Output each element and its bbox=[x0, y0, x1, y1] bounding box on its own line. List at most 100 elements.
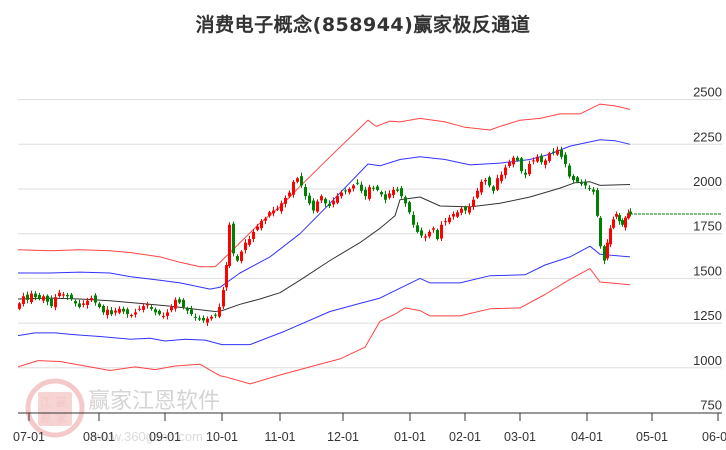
candle-up bbox=[82, 303, 85, 305]
candle-down bbox=[603, 246, 606, 261]
candle-up bbox=[240, 251, 243, 262]
candle-up bbox=[256, 226, 259, 230]
candle-down bbox=[396, 189, 399, 191]
candle-up bbox=[218, 307, 221, 317]
candle-down bbox=[488, 177, 491, 186]
candle-up bbox=[22, 296, 25, 304]
watermark-seal-icon bbox=[25, 378, 85, 438]
candle-up bbox=[228, 224, 231, 267]
candle-down bbox=[588, 188, 591, 190]
candle-down bbox=[126, 309, 129, 315]
candle-up bbox=[58, 292, 61, 297]
candle-up bbox=[170, 307, 173, 311]
candle-up bbox=[276, 208, 279, 210]
y-tick-label: 750 bbox=[700, 398, 722, 413]
band-lower-inner bbox=[17, 245, 631, 346]
candle-down bbox=[312, 200, 315, 211]
candle-up bbox=[352, 185, 355, 189]
candle-down bbox=[560, 149, 563, 157]
candlesticks bbox=[18, 146, 632, 327]
candle-down bbox=[564, 154, 567, 164]
candle-down bbox=[524, 172, 527, 175]
candle-down bbox=[178, 299, 181, 303]
candle-down bbox=[576, 177, 579, 182]
candle-up bbox=[280, 203, 283, 212]
watermark: 江 赢 恩 家 赢家江恩软件 www.360gann.com bbox=[25, 378, 220, 444]
candle-down bbox=[232, 223, 235, 254]
candle-up bbox=[627, 213, 630, 219]
candle-up bbox=[42, 296, 45, 301]
candle-up bbox=[615, 214, 618, 217]
candle-down bbox=[202, 317, 205, 321]
candle-down bbox=[599, 217, 602, 247]
watermark-seal-box bbox=[38, 392, 72, 426]
candle-up bbox=[448, 217, 451, 223]
candle-down bbox=[122, 308, 125, 312]
candle-down bbox=[190, 309, 193, 315]
candle-up bbox=[30, 293, 33, 303]
candle-down bbox=[552, 151, 555, 153]
candle-down bbox=[182, 299, 185, 308]
candle-down bbox=[308, 195, 311, 204]
candle-up bbox=[316, 201, 319, 212]
candle-up bbox=[62, 294, 65, 296]
candle-up bbox=[460, 208, 463, 213]
candle-down bbox=[300, 176, 303, 186]
band-lower-outer bbox=[17, 268, 631, 385]
candle-up bbox=[166, 312, 169, 316]
band-middle bbox=[17, 181, 631, 312]
candle-up bbox=[472, 199, 475, 207]
candle-down bbox=[360, 184, 363, 191]
x-tick-label: 08-01 bbox=[83, 430, 115, 444]
candle-down bbox=[66, 295, 69, 297]
candle-down bbox=[194, 316, 197, 318]
candle-up bbox=[130, 315, 133, 317]
candle-up bbox=[114, 310, 117, 313]
y-axis-labels: 2500 2250 2000 1750 1500 1250 1000 750 bbox=[693, 85, 722, 413]
candle-up bbox=[536, 156, 539, 162]
watermark-seal-char: 江 bbox=[40, 396, 51, 409]
candle-up bbox=[90, 298, 93, 301]
candle-down bbox=[70, 294, 73, 299]
y-tick-label: 1250 bbox=[693, 308, 722, 323]
x-tick-label: 04-01 bbox=[571, 430, 603, 444]
candle-down bbox=[198, 318, 201, 320]
candle-up bbox=[480, 181, 483, 193]
x-axis-ticks: 07-01 08-01 09-01 10-01 11-01 12-01 01-01 02-01… bbox=[13, 413, 726, 444]
candle-down bbox=[621, 220, 624, 225]
candle-down bbox=[516, 157, 519, 161]
candle-down bbox=[34, 293, 37, 298]
candle-up bbox=[292, 181, 295, 195]
candle-down bbox=[26, 294, 29, 300]
candle-up bbox=[606, 242, 609, 259]
candle-down bbox=[572, 175, 575, 181]
candle-up bbox=[146, 304, 149, 306]
candle-up bbox=[609, 228, 612, 245]
candle-up bbox=[210, 316, 213, 319]
candle-up bbox=[368, 187, 371, 199]
candle-up bbox=[496, 178, 499, 190]
candle-up bbox=[336, 196, 339, 203]
candle-up bbox=[225, 264, 228, 288]
candle-up bbox=[268, 212, 271, 216]
candle-down bbox=[78, 303, 81, 308]
candle-up bbox=[456, 212, 459, 217]
candle-up bbox=[528, 163, 531, 175]
y-tick-label: 2250 bbox=[693, 129, 722, 144]
watermark-name: 赢家江恩软件 bbox=[88, 389, 220, 414]
candle-down bbox=[304, 187, 307, 197]
candle-up bbox=[544, 160, 547, 165]
candle-down bbox=[50, 298, 53, 307]
candle-down bbox=[214, 314, 217, 316]
candle-up bbox=[500, 174, 503, 181]
grid-lines bbox=[18, 99, 722, 369]
candle-down bbox=[324, 198, 327, 204]
candle-down bbox=[416, 225, 419, 232]
x-tick-label: 11-01 bbox=[264, 430, 295, 444]
candle-down bbox=[98, 303, 101, 308]
candle-down bbox=[384, 194, 387, 200]
candle-up bbox=[332, 200, 335, 205]
candle-up bbox=[440, 224, 443, 239]
candle-down bbox=[464, 207, 467, 211]
watermark-seal-char: 恩 bbox=[40, 412, 51, 425]
